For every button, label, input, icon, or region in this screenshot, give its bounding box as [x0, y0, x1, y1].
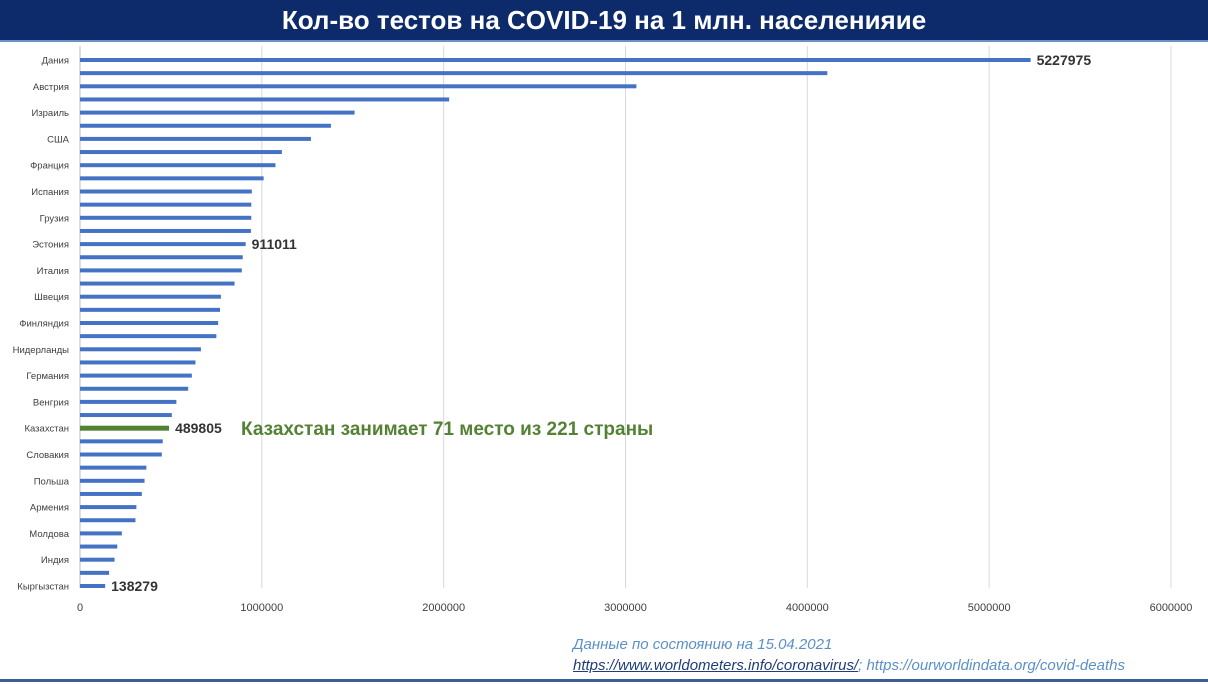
source-link-worldometers[interactable]: https://www.worldometers.info/coronaviru… — [573, 657, 859, 674]
source-link-ourworldindata[interactable]: https://ourworldindata.org/covid-deaths — [866, 657, 1125, 674]
bar — [80, 570, 110, 575]
bar — [80, 360, 196, 365]
date-note: Данные по состоянию на 15.04.2021 — [573, 636, 833, 653]
y-tick-label: Эстония — [32, 240, 69, 251]
y-tick-label: Финляндия — [19, 319, 69, 330]
y-tick-label: Швеция — [34, 292, 69, 303]
bar — [80, 347, 201, 352]
title-divider — [0, 40, 1208, 42]
bar — [80, 531, 122, 536]
y-tick-label: Армения — [30, 503, 69, 514]
bar — [80, 136, 311, 141]
bar — [80, 478, 145, 483]
bar — [80, 189, 252, 194]
bar — [80, 373, 192, 378]
source-footer: Данные по состоянию на 15.04.2021 https:… — [573, 634, 1203, 676]
bar — [80, 97, 450, 102]
bar — [80, 294, 221, 299]
data-label: 489805 — [175, 420, 222, 436]
y-tick-label: Австрия — [33, 82, 69, 93]
bar — [80, 202, 252, 207]
annotation-text: Казахстан занимает 71 место из 221 стран… — [241, 419, 653, 440]
bar — [80, 281, 235, 286]
y-tick-label: Грузия — [40, 213, 69, 224]
data-label: 5227975 — [1037, 52, 1092, 68]
bar — [80, 215, 252, 220]
x-tick-label: 4000000 — [786, 602, 829, 614]
bar — [80, 425, 170, 431]
bar — [80, 505, 137, 510]
bar — [80, 584, 106, 588]
y-tick-label: Испания — [31, 187, 69, 198]
source-separator: ; — [858, 657, 867, 674]
y-tick-label: Индия — [41, 555, 69, 566]
y-tick-label: Казахстан — [24, 424, 69, 435]
x-tick-label: 1000000 — [240, 602, 283, 614]
bottom-divider — [0, 679, 1208, 682]
bar — [80, 228, 251, 233]
y-tick-label: Кыргызстан — [17, 582, 69, 593]
chart-title: Кол-во тестов на COVID-19 на 1 млн. насе… — [0, 0, 1208, 40]
y-tick-label: Германия — [26, 371, 69, 382]
x-tick-label: 5000000 — [968, 602, 1011, 614]
bar — [80, 84, 637, 89]
y-tick-label: Словакия — [26, 450, 69, 461]
bar — [80, 110, 355, 115]
bar — [80, 491, 142, 496]
bar — [80, 544, 118, 549]
data-label: 138279 — [111, 578, 158, 594]
bar — [80, 255, 243, 260]
bar — [80, 58, 1031, 62]
bar — [80, 71, 828, 76]
bar — [80, 176, 264, 181]
y-tick-label: Франция — [30, 161, 69, 172]
bar — [80, 307, 221, 312]
x-tick-label: 2000000 — [422, 602, 465, 614]
bar — [80, 399, 177, 404]
x-tick-label: 0 — [77, 602, 83, 614]
bar — [80, 321, 219, 325]
bar — [80, 386, 189, 391]
data-label: 911011 — [252, 236, 297, 252]
bar — [80, 163, 276, 168]
bar — [80, 123, 331, 128]
y-tick-label: Дания — [42, 56, 69, 67]
bar — [80, 452, 162, 457]
y-tick-label: Польша — [34, 476, 70, 487]
y-tick-label: Италия — [37, 266, 69, 277]
y-tick-label: США — [47, 134, 70, 145]
bar — [80, 557, 115, 562]
bar — [80, 413, 172, 418]
bar — [80, 439, 163, 444]
y-tick-label: Израиль — [31, 108, 69, 119]
x-tick-label: 3000000 — [604, 602, 647, 614]
y-tick-label: Нидерланды — [13, 345, 70, 356]
bar — [80, 518, 136, 523]
bar — [80, 150, 282, 155]
y-tick-label: Венгрия — [33, 397, 69, 408]
x-tick-label: 6000000 — [1150, 602, 1193, 614]
source-links: https://www.worldometers.info/coronaviru… — [573, 655, 1203, 676]
bar-chart: 0 1000000 2000000 3000000 4000000 5000000 6000… — [13, 46, 1193, 614]
y-tick-label: Молдова — [29, 529, 69, 540]
bar — [80, 334, 217, 339]
bar — [80, 268, 242, 273]
bar — [80, 242, 246, 247]
bar — [80, 465, 147, 470]
